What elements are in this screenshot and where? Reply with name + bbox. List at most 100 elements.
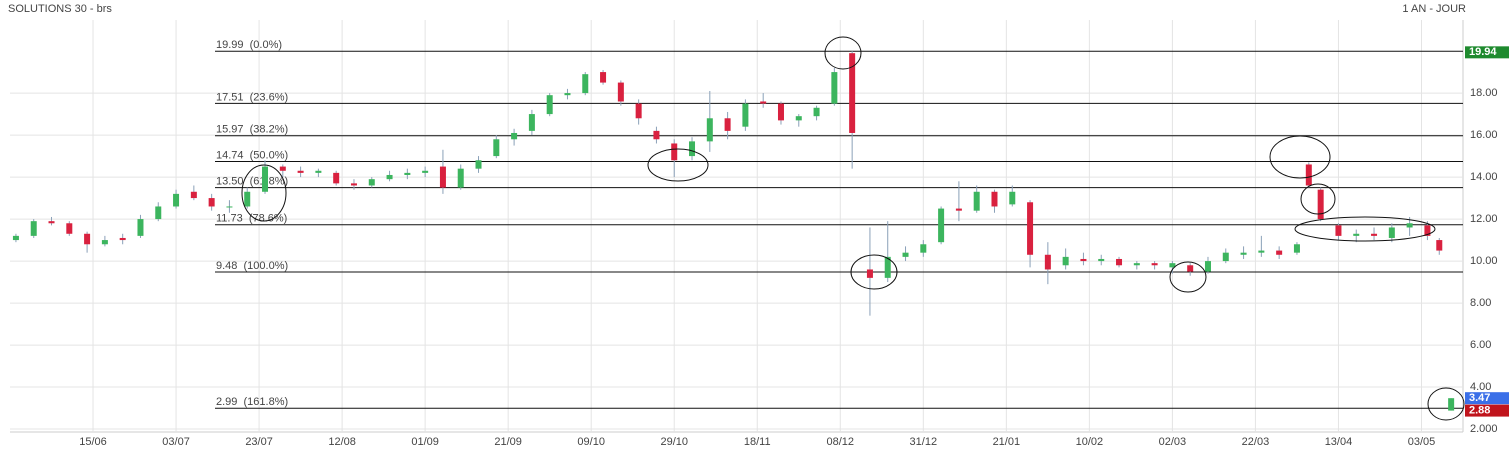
candle-body [190, 191, 197, 199]
candle-body [12, 235, 19, 241]
x-tick-label: 03/07 [162, 436, 190, 448]
candle-body [297, 170, 304, 173]
candle-body [866, 269, 873, 278]
candle-body [528, 114, 535, 131]
candle-body [1317, 189, 1324, 220]
x-tick-label: 22/03 [1242, 436, 1270, 448]
x-tick-label: 10/02 [1076, 436, 1104, 448]
candle-body [422, 170, 429, 173]
candle-body [1424, 225, 1431, 236]
candle-body [777, 103, 784, 121]
candle-body [724, 118, 731, 131]
candle-body [1080, 258, 1087, 262]
candle-body [101, 240, 108, 245]
annotation-circle [241, 164, 287, 222]
candle-body [279, 166, 286, 171]
candle-body [1009, 191, 1016, 205]
candle-body [368, 179, 375, 186]
candle-body [48, 221, 55, 224]
period-label: 1 AN - JOUR [1402, 3, 1466, 15]
candle-body [1293, 244, 1300, 253]
y-tick-label: 16.00 [1470, 129, 1498, 141]
price-label: 19.94 [1469, 46, 1497, 58]
fib-label: 9.48 (100.0%) [216, 260, 288, 272]
fib-label: 14.74 (50.0%) [216, 149, 288, 161]
candle-body [350, 183, 357, 186]
candle-body [671, 143, 678, 161]
candle-body [1187, 265, 1194, 272]
candle-body [226, 206, 233, 208]
candle-body [511, 132, 518, 140]
candle-body [1388, 227, 1395, 238]
annotation-circle [1169, 261, 1207, 293]
candle-body [1062, 256, 1069, 266]
y-tick-label: 4.00 [1470, 381, 1491, 393]
x-tick-label: 18/11 [744, 436, 771, 448]
candle-body [920, 244, 927, 253]
x-tick-label: 29/10 [660, 436, 688, 448]
annotation-circle [1294, 216, 1436, 242]
candle-body [706, 118, 713, 142]
candle-body [1133, 263, 1140, 266]
candle-body [1305, 164, 1312, 186]
candle-body [30, 221, 37, 236]
price-label: 3.47 [1469, 392, 1490, 404]
candle-body [244, 191, 251, 207]
candle-body [546, 95, 553, 115]
x-tick-label: 31/12 [910, 436, 938, 448]
candle-body [1116, 258, 1123, 266]
annotation-circle [1427, 387, 1465, 421]
candle-body [84, 233, 91, 245]
annotation-circle [850, 254, 898, 290]
candle-body [457, 168, 464, 188]
candle-body [600, 72, 607, 83]
fib-label: 13.50 (61.8%) [216, 175, 288, 187]
candle-body [884, 256, 891, 278]
price-badge [1465, 404, 1509, 417]
candle-body [66, 223, 73, 234]
candle-body [1276, 250, 1283, 255]
candle-body [849, 53, 856, 133]
candle-body [404, 172, 411, 175]
y-tick-label: 10.00 [1470, 255, 1498, 267]
fib-label: 17.51 (23.6%) [216, 91, 288, 103]
candle-body [1353, 233, 1360, 236]
candle-body [653, 130, 660, 140]
annotation-circle [1300, 183, 1336, 215]
candle-body [493, 139, 500, 157]
candle-body [1044, 254, 1051, 270]
fib-label: 19.99 (0.0%) [216, 39, 282, 51]
candle-body [955, 208, 962, 211]
candle-body [333, 172, 340, 184]
candle-body [386, 174, 393, 180]
fib-label: 11.73 (78.6%) [216, 213, 287, 225]
candle-body [475, 160, 482, 169]
candle-body [119, 237, 126, 241]
candle-body [1204, 261, 1211, 272]
x-tick-label: 02/03 [1159, 436, 1187, 448]
candle-body [582, 74, 589, 94]
x-tick-label: 09/10 [577, 436, 605, 448]
price-label: 2.88 [1469, 404, 1490, 416]
candle-body [973, 191, 980, 211]
candle-body [155, 206, 162, 220]
annotation-circle [647, 148, 709, 182]
y-tick-label: 14.00 [1470, 171, 1498, 183]
candle-body [617, 82, 624, 102]
candle-body [439, 166, 446, 188]
candle-body [635, 103, 642, 119]
price-badge [1465, 46, 1509, 59]
candle-body [760, 101, 767, 104]
candle-body [1027, 202, 1034, 255]
price-badge [1465, 392, 1509, 405]
x-tick-label: 08/12 [827, 436, 855, 448]
x-tick-label: 15/06 [79, 436, 107, 448]
candle-body [208, 198, 215, 207]
candle-body [813, 107, 820, 117]
candle-body [795, 116, 802, 121]
candle-body [831, 72, 838, 104]
y-tick-label: 2.000 [1470, 423, 1498, 435]
x-tick-label: 01/09 [411, 436, 439, 448]
